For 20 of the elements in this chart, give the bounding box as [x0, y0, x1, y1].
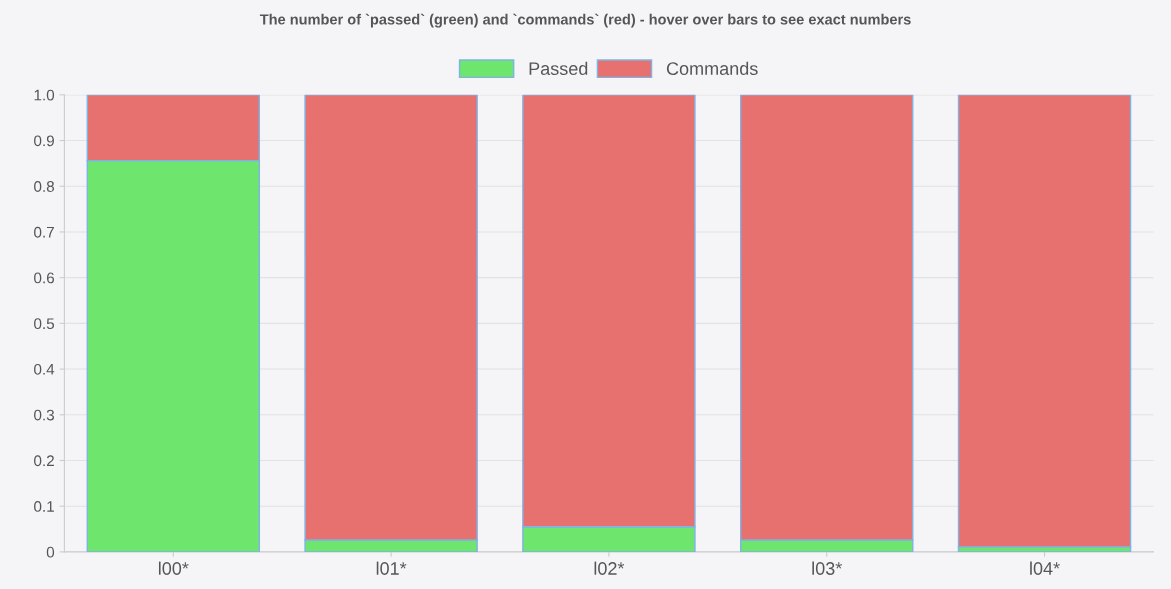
y-tick-label: 0.5	[34, 318, 55, 330]
legend-label: Passed	[529, 61, 588, 76]
bar	[957, 94, 1132, 548]
y-tick-label: 0.8	[34, 181, 55, 192]
y-tick-label: 0.2	[34, 455, 54, 467]
x-tick-label: l03*	[812, 561, 843, 575]
y-tick-label: 0.7	[34, 226, 54, 238]
x-tick-label: l01*	[376, 561, 407, 575]
y-tick-label: 0.9	[34, 135, 54, 147]
y-tick-label: 0.1	[34, 501, 54, 512]
x-tick-label: l00*	[158, 561, 189, 575]
y-tick-label: 0.6	[34, 272, 55, 284]
y-tick-label: 0.4	[34, 363, 55, 375]
chart-title: The number of `passed` (green) and `commands` (red) - hover over bars to see exact numbers	[259, 13, 911, 28]
y-tick-label: 0	[46, 546, 55, 558]
y-tick-label: 0.3	[34, 409, 55, 421]
legend-label: Commands	[666, 61, 758, 76]
y-tick-label: 1.0	[34, 89, 55, 101]
x-tick-label: l02*	[594, 561, 625, 575]
x-tick-label: l04*	[1030, 561, 1060, 575]
